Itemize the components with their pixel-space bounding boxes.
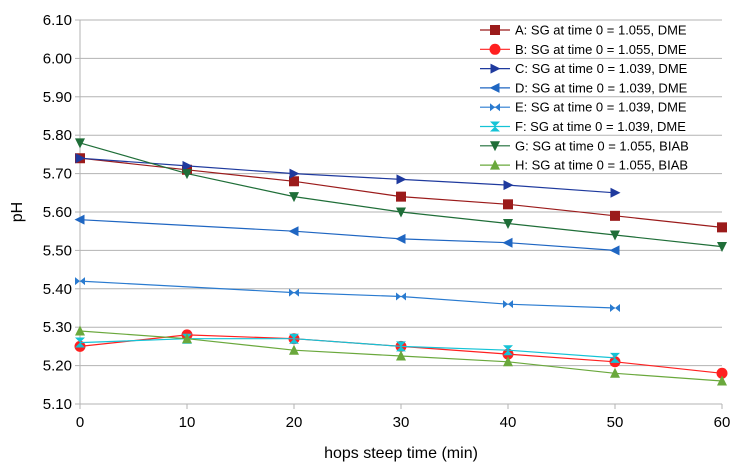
x-axis-ticks: 0 10 20 30 40 50 60 [76,404,731,431]
series-line [79,157,616,194]
y-tick-label: 6.00 [43,50,72,67]
legend-item: A: SG at time 0 = 1.055, DME [480,23,687,38]
data-point [289,344,299,355]
y-tick-label: 5.90 [43,89,72,106]
data-point [503,356,513,367]
series-6 [75,138,727,253]
series-line [79,280,616,309]
y-tick-label: 5.50 [43,242,72,259]
legend-item: F: SG at time 0 = 1.039, DME [480,119,686,134]
x-tick-label: 30 [393,414,410,431]
y-tick-label: 5.70 [43,166,72,183]
data-point [395,233,406,244]
data-point [717,375,727,386]
data-point [182,169,192,180]
data-point [503,180,514,191]
data-point [289,168,300,179]
data-point [396,207,406,218]
data-point [610,352,620,363]
data-point [396,292,406,301]
data-point [396,174,407,185]
legend-marker [490,25,500,35]
data-point [609,245,620,256]
legend-item: H: SG at time 0 = 1.055, BIAB [480,158,688,173]
data-point [75,277,85,286]
data-point [182,160,193,171]
legend-marker [490,141,500,152]
data-point [716,367,728,379]
legend-item: B: SG at time 0 = 1.055, DME [480,42,687,57]
legend-marker [490,103,500,112]
y-axis-ticks: 5.10 5.20 5.30 5.40 5.50 5.60 5.70 5.80 5.90 6.00… [43,12,80,413]
legend-label: H: SG at time 0 = 1.055, BIAB [515,158,688,173]
legend-item: C: SG at time 0 = 1.039, DME [480,61,688,76]
legend-marker [489,82,500,93]
data-point [396,191,406,202]
legend-marker [490,159,500,170]
series-4 [75,277,620,312]
data-point [503,300,513,309]
data-point [288,226,299,237]
data-point [610,187,621,198]
legend-label: F: SG at time 0 = 1.039, DME [515,119,686,134]
legend-item: G: SG at time 0 = 1.055, BIAB [480,138,689,153]
data-point [289,288,299,297]
data-point [396,341,406,352]
legend-marker [490,121,500,132]
legend-marker [489,43,501,55]
y-tick-label: 5.40 [43,281,72,298]
data-point [717,222,727,233]
data-point [503,219,513,230]
x-tick-label: 60 [714,414,731,431]
data-point [717,242,727,253]
data-point [610,304,620,312]
data-point [503,345,513,356]
data-point [75,325,85,336]
y-tick-label: 5.80 [43,127,72,144]
x-tick-label: 0 [76,414,84,431]
data-point [396,350,406,361]
legend: A: SG at time 0 = 1.055, DME B: SG at tim… [480,23,689,173]
data-point [289,192,299,203]
y-tick-label: 5.10 [43,396,72,413]
series-7 [75,325,727,386]
x-tick-label: 10 [179,414,196,431]
legend-item: D: SG at time 0 = 1.039, DME [480,80,688,95]
series-2 [75,153,621,198]
data-point [182,333,192,344]
legend-label: G: SG at time 0 = 1.055, BIAB [515,138,689,153]
x-tick-label: 50 [607,414,624,431]
data-point [289,176,299,187]
x-tick-label: 40 [500,414,517,431]
data-point [503,199,513,210]
series-layer [74,138,728,386]
data-point [289,333,299,344]
legend-label: D: SG at time 0 = 1.039, DME [515,80,688,95]
legend-label: C: SG at time 0 = 1.039, DME [515,61,688,76]
y-tick-label: 5.30 [43,319,72,336]
y-tick-label: 6.10 [43,12,72,29]
legend-marker [490,63,501,74]
data-point [74,214,85,225]
data-point [610,367,620,378]
series-line [79,338,616,359]
data-point [610,210,620,221]
data-point [75,337,85,348]
series-line [79,219,616,251]
x-axis-label: hops steep time (min) [324,445,478,462]
legend-label: B: SG at time 0 = 1.055, DME [515,42,687,57]
legend-label: E: SG at time 0 = 1.039, DME [515,100,687,115]
data-point [502,237,513,248]
data-point [75,153,86,164]
y-tick-label: 5.60 [43,204,72,221]
y-axis-label: pH [9,202,26,222]
legend-label: A: SG at time 0 = 1.055, DME [515,23,687,38]
data-point [610,230,620,241]
legend-item: E: SG at time 0 = 1.039, DME [480,100,687,115]
series-3 [74,214,620,256]
y-tick-label: 5.20 [43,358,72,375]
x-tick-label: 20 [286,414,303,431]
data-point [75,138,85,149]
